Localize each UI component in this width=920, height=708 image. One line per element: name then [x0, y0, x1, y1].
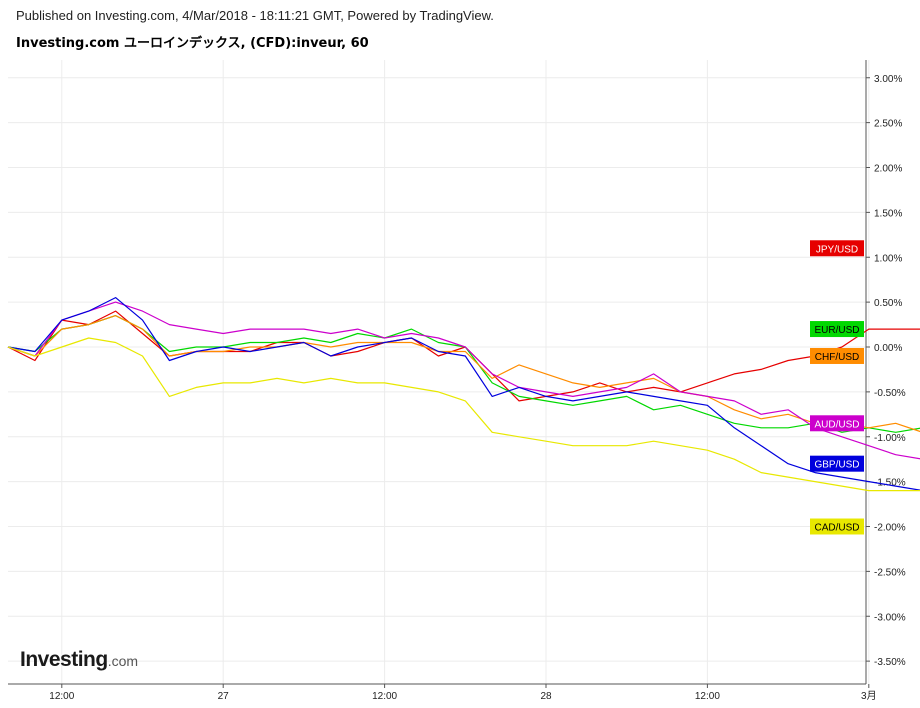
series-label-aud-usd: AUD/USD [814, 419, 859, 430]
series-line-jpy-usd [7, 310, 920, 402]
investing-logo: Investing.com [20, 648, 138, 672]
x-tick-label: 12:00 [49, 691, 74, 702]
x-tick-label: 27 [218, 691, 230, 702]
logo-main: Investing [20, 648, 108, 671]
y-tick-label: -3.50% [874, 657, 906, 668]
series-label-jpy-usd: JPY/USD [816, 244, 858, 255]
chart-axes: 3.00% 2.50% 2.00% 1.50% 1.00% 0.50% 0.00% -0.50… [8, 60, 906, 702]
series-label-box-cad-usd [810, 518, 864, 535]
y-tick-label: -2.50% [874, 567, 906, 578]
series-line-eur-usd [7, 315, 920, 433]
y-tick-label: 1.50% [874, 208, 902, 219]
y-tick-label: 1.00% [874, 253, 902, 264]
x-tick-label: 3月 [861, 690, 877, 702]
series-label-box-gbp-usd [810, 455, 864, 472]
x-tick-label: 28 [540, 691, 552, 702]
series-label-box-chf-usd [810, 347, 864, 364]
series-label-box-eur-usd [810, 321, 864, 338]
series-labels: JPY/USD EUR/USD CHF/USD AUD/USD GBP/USD CAD/U… [810, 240, 864, 535]
series-label-chf-usd: CHF/USD [815, 352, 859, 363]
y-tick-label: 2.00% [874, 164, 902, 175]
chart-series [7, 297, 920, 492]
published-note: Published on Investing.com, 4/Mar/2018 -… [16, 8, 494, 23]
logo-suffix: .com [107, 653, 139, 669]
y-tick-label: -3.00% [874, 612, 906, 623]
x-tick-label: 12:00 [695, 691, 720, 702]
series-label-gbp-usd: GBP/USD [814, 460, 859, 471]
y-tick-label: -0.50% [874, 388, 906, 399]
y-tick-label: 3.00% [874, 74, 902, 85]
series-line-aud-usd [7, 301, 920, 460]
chart-title: Investing.com ユーロインデックス, (CFD):inveur, 6… [16, 36, 369, 51]
y-tick-label: -1.50% [874, 478, 906, 489]
series-line-cad-usd [7, 337, 920, 492]
chart-grid [8, 60, 870, 684]
x-tick-label: 12:00 [372, 691, 397, 702]
y-tick-label: -1.00% [874, 433, 906, 444]
series-label-box-jpy-usd [810, 240, 864, 257]
y-tick-label: 0.00% [874, 343, 902, 354]
series-label-box-aud-usd [810, 415, 864, 432]
y-tick-label: 0.50% [874, 298, 902, 309]
y-tick-label: -2.00% [874, 523, 906, 534]
series-line-chf-usd [7, 315, 920, 433]
y-tick-label: 2.50% [874, 119, 902, 130]
series-line-gbp-usd [7, 297, 920, 491]
series-label-cad-usd: CAD/USD [814, 523, 859, 534]
series-label-eur-usd: EUR/USD [814, 325, 859, 336]
